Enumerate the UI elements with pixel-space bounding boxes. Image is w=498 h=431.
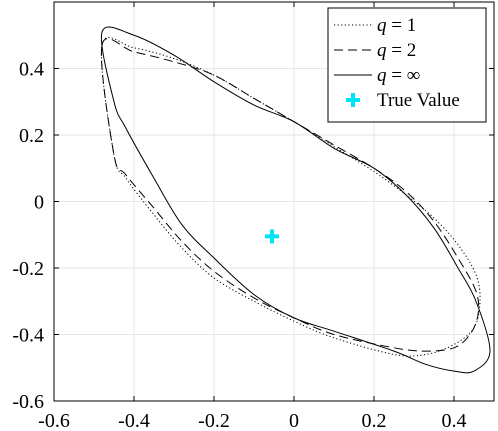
x-tick-label: -0.2	[198, 410, 230, 431]
legend-label: q = 2	[377, 40, 416, 61]
y-tick-label: -0.6	[12, 391, 44, 413]
y-tick-label: 0.4	[19, 59, 44, 81]
series-curve-dashed	[100, 38, 480, 352]
legend-label: q = 1	[377, 15, 416, 36]
marker-layer	[265, 229, 279, 244]
legend: q = 1 q = 2 q = ∞ True Value	[327, 7, 487, 123]
legend-label: q = ∞	[377, 65, 420, 86]
series-curve-solid	[100, 26, 491, 374]
legend-box	[327, 7, 487, 123]
y-tick-label: 0	[34, 192, 44, 214]
x-tick-label: 0.2	[362, 410, 387, 431]
x-tick-label: 0	[289, 410, 299, 431]
legend-label: True Value	[377, 90, 460, 111]
series-layer	[100, 26, 491, 374]
x-tick-label: -0.4	[118, 410, 150, 431]
y-tick-label: -0.4	[12, 325, 44, 347]
y-tick-label: 0.2	[19, 125, 44, 147]
true-value-marker	[265, 229, 279, 244]
legend-swatch-marker	[346, 93, 360, 107]
x-tick-label: -0.6	[38, 410, 70, 431]
y-tick-label: -0.2	[12, 258, 44, 280]
tick-layer: -0.6 -0.4 -0.2 0 0.2 0.4 -0.6 -0.4 -0.2 0 0.2 0.4	[12, 2, 494, 431]
x-tick-label: 0.4	[442, 410, 467, 431]
